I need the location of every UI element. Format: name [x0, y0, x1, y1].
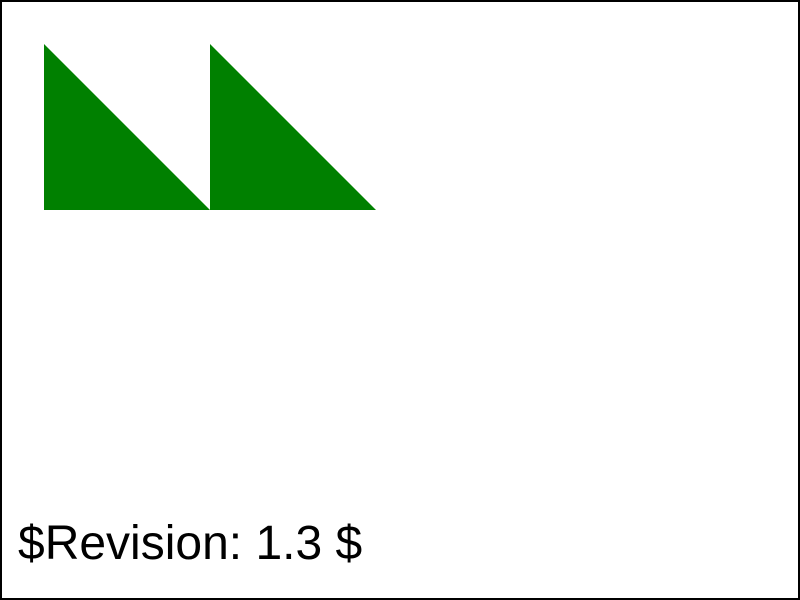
triangle-right	[210, 44, 376, 210]
revision-label: $Revision: 1.3 $	[18, 517, 363, 570]
triangle-left	[44, 44, 210, 210]
